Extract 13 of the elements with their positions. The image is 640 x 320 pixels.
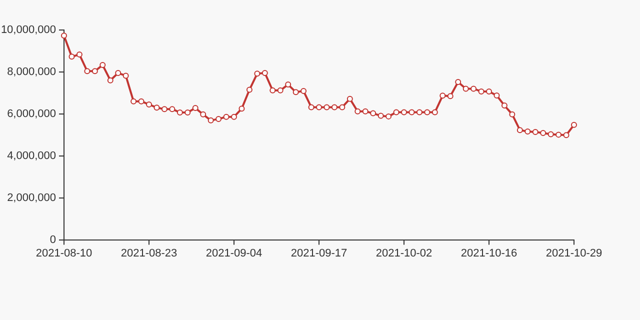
x-tick-label: 2021-10-02 xyxy=(376,247,432,260)
y-tick-label: 6,000,000 xyxy=(7,108,56,120)
y-tick-label: 2,000,000 xyxy=(7,192,56,204)
x-tick-label: 2021-08-10 xyxy=(36,247,92,260)
y-tick-label: 10,000,000 xyxy=(0,24,56,36)
y-tick-label: 0 xyxy=(50,234,56,246)
x-tick-label: 2021-08-23 xyxy=(120,247,178,260)
y-tick-label: 4,000,000 xyxy=(7,150,56,162)
x-tick-label: 2021-10-29 xyxy=(546,247,602,260)
y-tick-label: 8,000,000 xyxy=(7,66,56,78)
x-tick-label: 2021-09-04 xyxy=(206,247,262,260)
x-tick-label: 2021-10-16 xyxy=(460,247,518,260)
x-tick-label: 2021-09-17 xyxy=(290,247,348,260)
